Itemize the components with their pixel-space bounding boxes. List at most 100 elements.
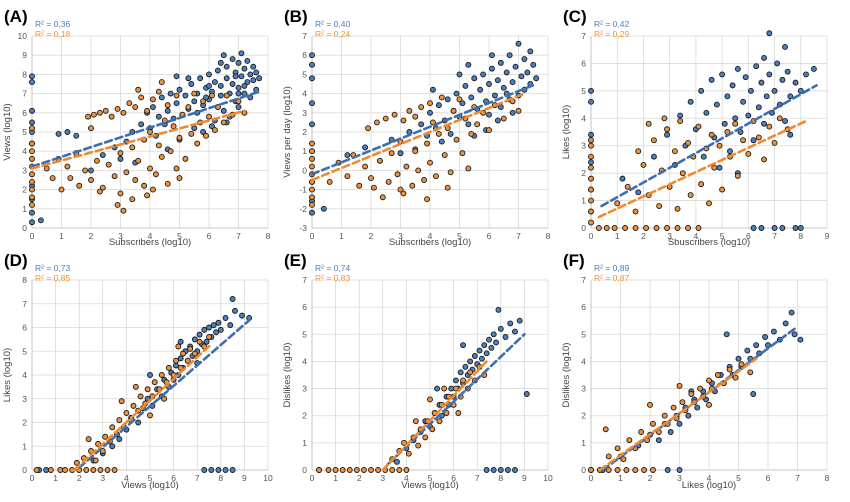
data-point-blue (494, 117, 501, 124)
data-point-blue (792, 79, 799, 86)
data-point-orange (147, 412, 153, 419)
data-point-blue (753, 342, 760, 349)
data-point-orange (614, 200, 621, 207)
x-tick-label: 0 (310, 231, 315, 241)
data-point-blue (694, 404, 701, 411)
data-point-blue (116, 436, 123, 443)
data-point-orange (397, 186, 404, 193)
data-point-orange (83, 467, 90, 473)
data-point-orange (325, 467, 332, 473)
y-tick-label: 3 (581, 141, 586, 151)
data-point-blue (447, 130, 454, 137)
data-point-blue (685, 412, 692, 419)
data-point-orange (614, 445, 621, 452)
data-point-blue (735, 355, 742, 362)
data-point-blue (203, 338, 210, 345)
data-point-orange (120, 109, 127, 116)
data-point-orange (588, 137, 594, 144)
trendline-orange (598, 357, 758, 472)
x-tick-label: 0 (30, 473, 35, 483)
data-point-blue (214, 67, 221, 74)
data-point-orange (661, 115, 668, 122)
y-tick-label: 2 (581, 168, 586, 178)
y-tick-label: 4 (22, 146, 27, 156)
data-point-blue (244, 58, 251, 64)
data-point-orange (111, 173, 118, 180)
data-point-orange (460, 377, 466, 384)
data-point-blue (782, 118, 788, 124)
data-point-blue (515, 40, 522, 47)
chart-panel: (F) 0 1 2 3 4 5 6 7 8 0 1 2 3 4 5 6 7 Likes (log10) Dislike… (561, 251, 830, 491)
data-point-blue (509, 109, 516, 116)
data-point-orange (102, 433, 109, 440)
data-point-blue (723, 331, 730, 338)
data-point-orange (674, 225, 681, 231)
y-tick-label: 9 (22, 50, 27, 60)
data-point-blue (787, 131, 794, 138)
data-point-orange (151, 379, 158, 386)
data-point-orange (206, 334, 212, 340)
data-point-blue (29, 209, 35, 216)
data-point-orange (132, 177, 139, 183)
data-point-blue (465, 61, 472, 68)
data-point-blue (480, 71, 487, 78)
chart-panel: (E) 0 1 2 3 4 5 6 7 8 9 10 0 1 2 3 4 5 6 7 Views (log10) Disl… (282, 251, 553, 491)
data-point-orange (588, 164, 594, 171)
y-tick-label: 7 (581, 31, 586, 41)
data-point-orange (588, 153, 594, 160)
data-point-orange (152, 171, 159, 178)
data-point-blue (483, 467, 490, 473)
data-point-blue (788, 309, 795, 316)
data-point-orange (102, 107, 109, 114)
y-tick-label: 1 (302, 438, 307, 448)
data-point-orange (368, 175, 374, 182)
y-tick-label: 3 (22, 165, 27, 175)
data-point-blue (521, 56, 528, 62)
data-point-blue (771, 87, 778, 94)
data-point-orange (435, 130, 442, 137)
data-point-orange (108, 113, 115, 120)
data-point-blue (740, 98, 747, 105)
data-point-orange (422, 434, 429, 441)
data-point-orange (117, 190, 124, 197)
data-point-blue (196, 331, 203, 338)
x-tick-label: 2 (369, 231, 374, 241)
data-point-orange (588, 175, 594, 182)
data-point-orange (444, 184, 451, 191)
y-tick-label: 10 (18, 31, 28, 41)
data-point-orange (385, 178, 392, 185)
data-point-blue (217, 59, 224, 66)
data-point-orange (173, 92, 180, 99)
y-tick-label: 6 (302, 302, 307, 312)
data-point-blue (158, 94, 165, 101)
data-point-blue (588, 98, 594, 105)
data-point-orange (57, 467, 64, 473)
data-point-blue (523, 391, 530, 397)
data-point-blue (206, 324, 212, 331)
data-point-blue (239, 312, 245, 319)
data-point-orange (745, 150, 752, 157)
data-point-orange (332, 467, 339, 473)
data-point-orange (424, 140, 430, 147)
data-point-orange (588, 142, 594, 149)
data-point-orange (173, 357, 179, 364)
data-point-orange (645, 120, 652, 127)
data-point-orange (624, 183, 631, 190)
x-tick-label: 2 (641, 231, 646, 241)
data-point-orange (117, 150, 124, 157)
data-point-orange (365, 125, 371, 132)
data-point-orange (706, 401, 712, 408)
y-tick-label: 1 (581, 438, 586, 448)
data-point-orange (116, 417, 123, 424)
data-point-blue (635, 189, 642, 196)
data-point-orange (33, 467, 40, 473)
r2-label-orange: R² = 0,83 (315, 273, 350, 283)
data-point-orange (674, 205, 681, 212)
data-point-blue (453, 90, 460, 97)
data-point-blue (742, 74, 749, 81)
data-point-blue (241, 82, 248, 89)
x-tick-label: 7 (236, 231, 241, 241)
data-point-orange (29, 202, 35, 208)
data-point-blue (117, 155, 124, 162)
x-tick-label: 5 (428, 473, 433, 483)
